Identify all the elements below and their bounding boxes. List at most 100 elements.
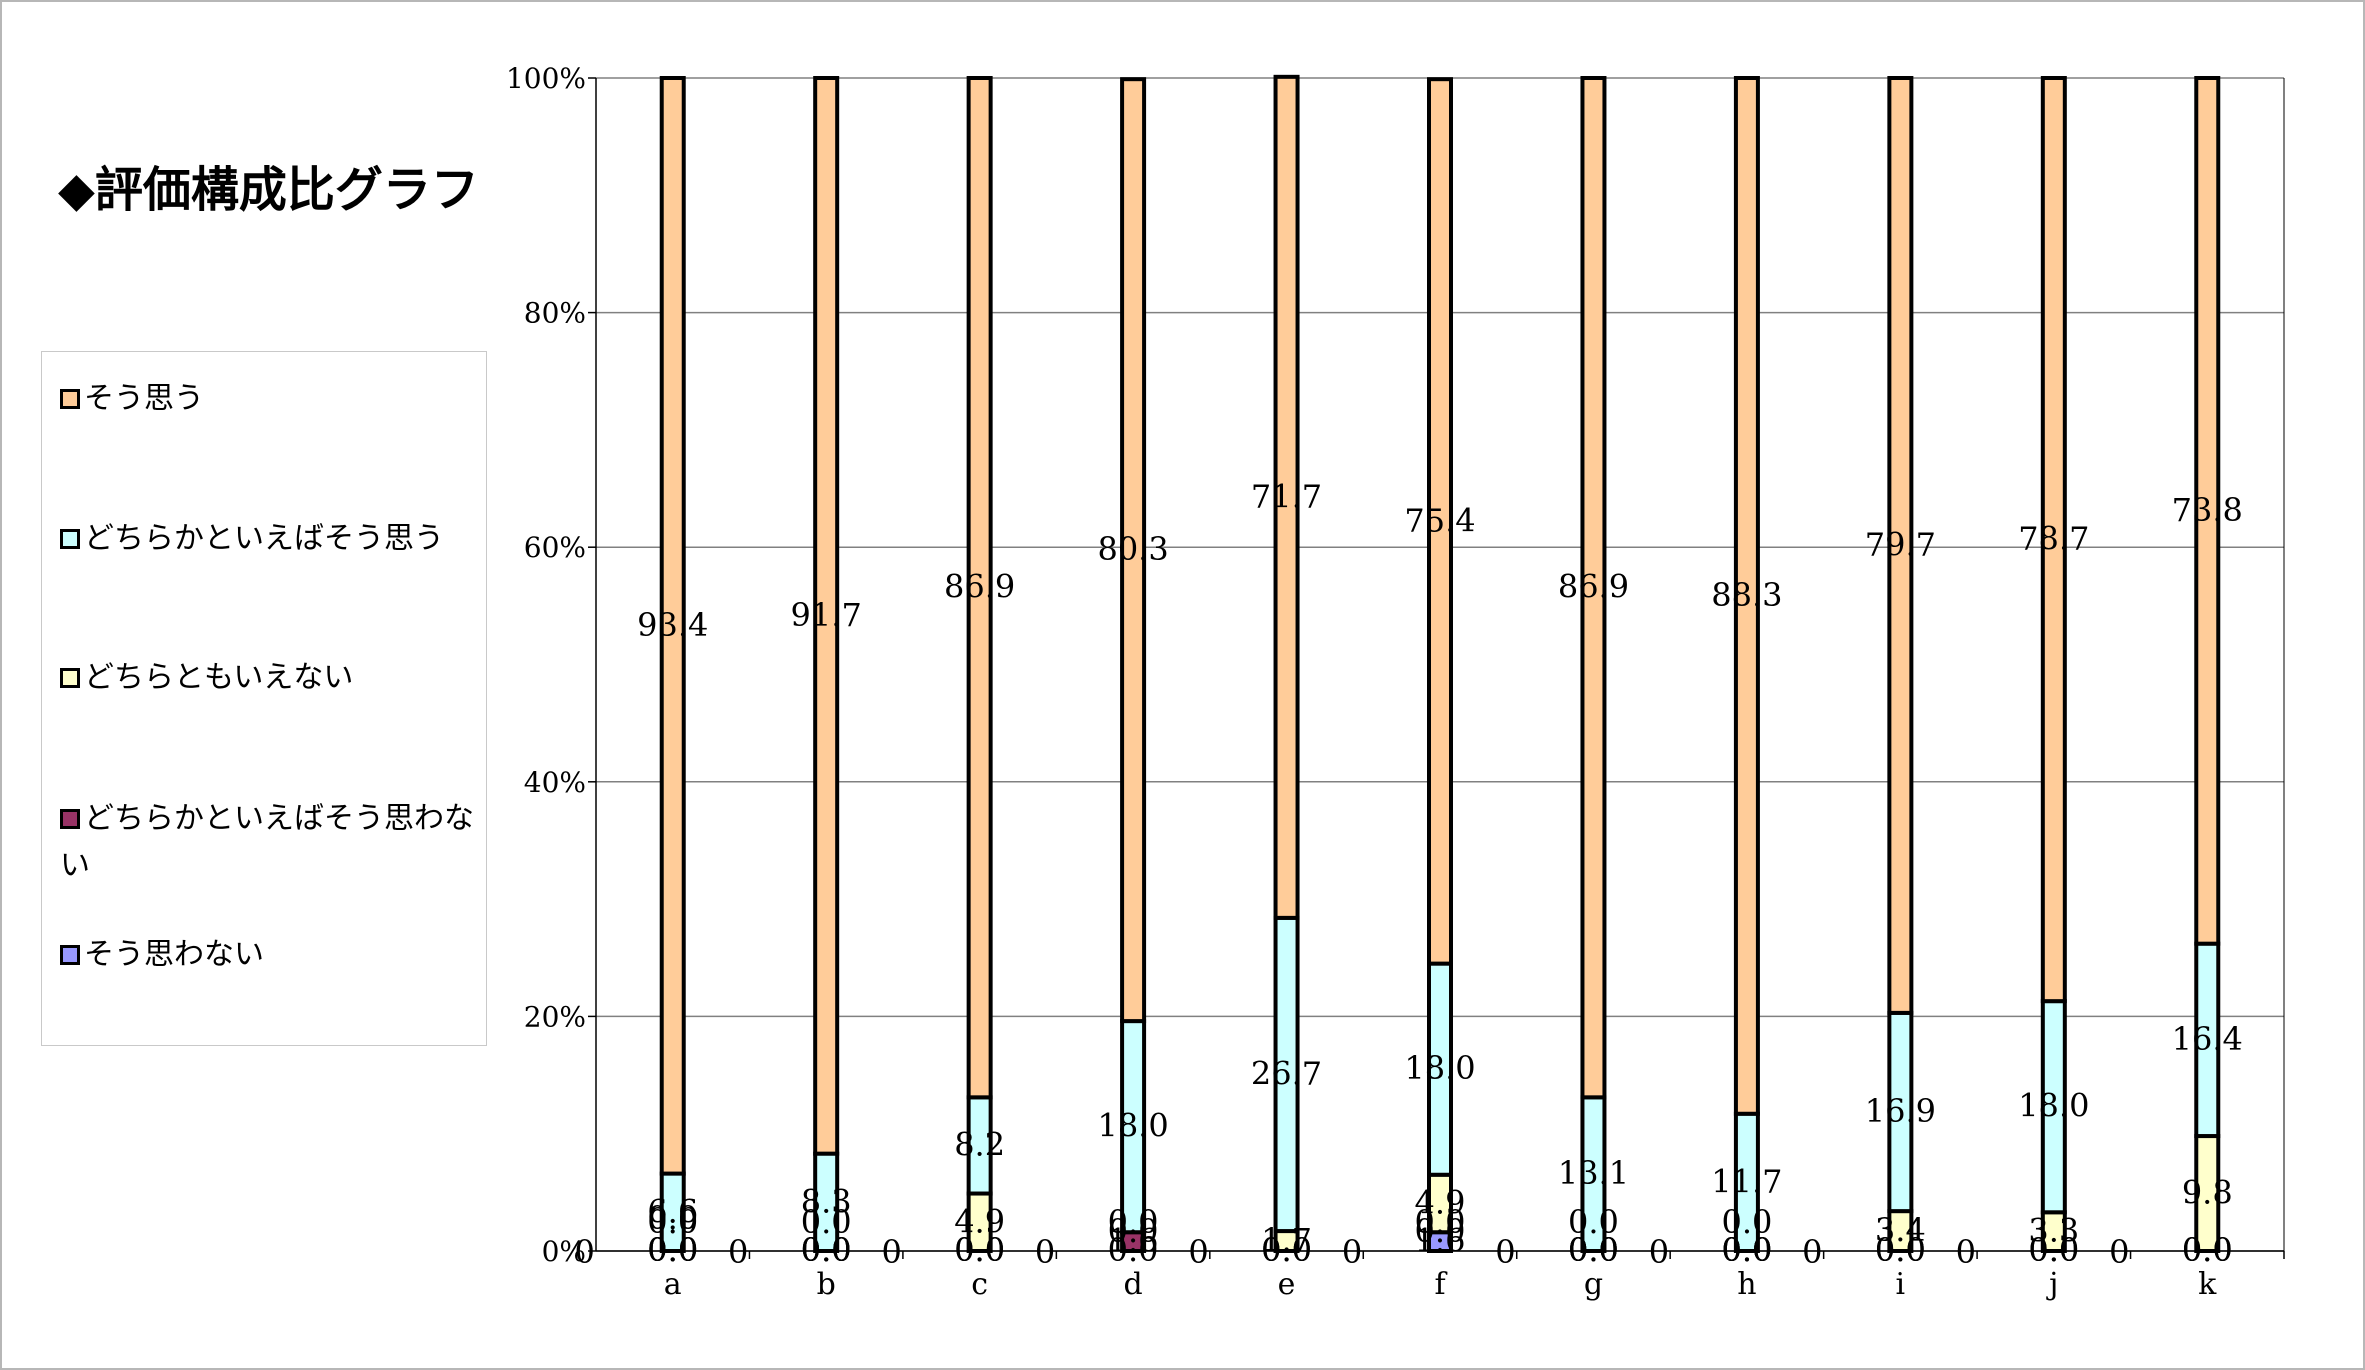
x-tick-label: a — [664, 1267, 682, 1302]
legend-swatch-dochira-sou — [60, 529, 80, 549]
legend-item-dochira-mo: どちらともいえない — [60, 654, 480, 701]
x-tick-label: i — [1896, 1267, 1906, 1302]
data-label: 1.6 — [1415, 1222, 1466, 1260]
legend-label: そう思わない — [84, 937, 264, 972]
data-label: 0.0 — [1568, 1231, 1619, 1269]
legend-label: そう思う — [84, 381, 204, 416]
legend-item-dochira-sou: どちらかといえばそう思う — [60, 515, 480, 562]
data-label: 4.9 — [1415, 1183, 1466, 1221]
bar-segment — [813, 76, 840, 1156]
bar-segment — [1120, 77, 1147, 1024]
data-label: 0.0 — [954, 1231, 1005, 1269]
data-label: 6.6 — [647, 1192, 698, 1230]
x-tick-label: b — [817, 1267, 836, 1302]
data-label: 0.0 — [647, 1231, 698, 1269]
data-label: 16.9 — [1865, 1092, 1936, 1130]
data-label: 0.0 — [2028, 1231, 2079, 1269]
data-label: 0.0 — [647, 1231, 698, 1269]
data-label: 18.0 — [1404, 1049, 1475, 1087]
data-label: 73.8 — [2172, 491, 2243, 529]
data-label: 0.0 — [801, 1203, 852, 1241]
data-label: 0.0 — [801, 1231, 852, 1269]
chart-legend: そう思う どちらかといえばそう思う どちらともいえない どちらかといえばそう思わ… — [41, 351, 487, 1046]
y-tick-label: 20% — [524, 1000, 586, 1033]
data-label: 88.3 — [1711, 576, 1782, 614]
data-label: 0.0 — [1875, 1231, 1926, 1269]
data-label: 0.0 — [2182, 1231, 2233, 1269]
legend-label: どちらともいえない — [84, 660, 354, 695]
bar-segment — [1733, 76, 1760, 1116]
x-tick-label: k — [2198, 1267, 2217, 1302]
x-tick-label: f — [1434, 1267, 1447, 1302]
bar-segment — [2194, 76, 2221, 946]
data-label: 0.0 — [2028, 1231, 2079, 1269]
bar-segment — [1887, 76, 1914, 1015]
base-label: 0 — [881, 1233, 901, 1271]
data-label: 79.7 — [1865, 525, 1936, 563]
x-tick-label: e — [1278, 1267, 1296, 1302]
data-label: 3.4 — [1875, 1211, 1926, 1249]
data-label: 0.0 — [1415, 1212, 1466, 1250]
legend-item-soumou: そう思う — [60, 375, 480, 422]
x-tick-label: j — [2046, 1267, 2058, 1302]
data-label: 80.3 — [1097, 530, 1168, 568]
base-label: 0 — [1649, 1233, 1669, 1271]
data-label: 0.0 — [1568, 1231, 1619, 1269]
data-label: 9.8 — [2182, 1174, 2233, 1212]
data-label: 0.0 — [1108, 1212, 1159, 1250]
data-label: 1.6 — [1108, 1222, 1159, 1260]
x-tick-label: d — [1123, 1267, 1142, 1302]
data-label: 0.0 — [1875, 1231, 1926, 1269]
base-label: 0 — [1802, 1233, 1822, 1271]
bar-segment — [1580, 76, 1607, 1100]
data-label: 18.0 — [2018, 1087, 2089, 1125]
legend-swatch-soumou — [60, 389, 80, 409]
data-label: 0.0 — [1721, 1203, 1772, 1241]
data-label: 93.4 — [637, 606, 708, 644]
y-tick-label: 100% — [506, 62, 586, 95]
base-label: 0 — [1035, 1233, 1055, 1271]
base-label: 0 — [1188, 1233, 1208, 1271]
legend-item-souomowanai: そう思わない — [60, 931, 480, 978]
base-label: 0 — [2109, 1233, 2129, 1271]
data-label: 0.0 — [647, 1231, 698, 1269]
data-label: 0.0 — [1261, 1231, 1312, 1269]
base-label: 0 — [1956, 1233, 1976, 1271]
y-tick-label: 0% — [542, 1235, 586, 1268]
data-label: 0.0 — [801, 1231, 852, 1269]
legend-label: どちらかといえばそう思う — [84, 521, 444, 556]
data-label: 11.7 — [1711, 1162, 1782, 1200]
legend-swatch-dochira-wa — [60, 809, 80, 829]
x-tick-label: h — [1737, 1267, 1756, 1302]
y-tick-label: 60% — [524, 531, 586, 564]
bar-segment — [1427, 77, 1453, 966]
data-label: 91.7 — [791, 596, 862, 634]
bar-segment — [966, 76, 993, 1100]
data-label: 75.4 — [1404, 501, 1475, 539]
legend-swatch-souomowanai — [60, 945, 80, 965]
data-label: 16.4 — [2172, 1020, 2243, 1058]
bar-segment — [1273, 74, 1300, 920]
data-label: 8.2 — [954, 1125, 1005, 1163]
data-label: 13.1 — [1558, 1154, 1629, 1192]
data-label: 0.0 — [1261, 1231, 1312, 1269]
data-label: 0.0 — [1721, 1231, 1772, 1269]
data-label: 1.7 — [1261, 1221, 1312, 1259]
data-label: 0.0 — [1568, 1203, 1619, 1241]
data-label: 86.9 — [1558, 568, 1629, 606]
data-label: 0.0 — [801, 1231, 852, 1269]
y-tick-label: 80% — [524, 297, 586, 330]
data-label: 8.3 — [801, 1182, 852, 1220]
data-label: 0.0 — [1721, 1231, 1772, 1269]
data-label: 78.7 — [2018, 520, 2089, 558]
data-label: 18.0 — [1097, 1107, 1168, 1145]
bar-segment — [2040, 76, 2067, 1004]
data-label: 0.0 — [647, 1203, 698, 1241]
base-label: 0 — [575, 1233, 595, 1271]
data-label: 0.0 — [1108, 1203, 1159, 1241]
data-label: 86.9 — [944, 568, 1015, 606]
data-label: 0.0 — [1721, 1231, 1772, 1269]
data-label: 0.0 — [2182, 1231, 2233, 1269]
data-label: 4.9 — [954, 1202, 1005, 1240]
data-label: 0.0 — [1108, 1231, 1159, 1269]
